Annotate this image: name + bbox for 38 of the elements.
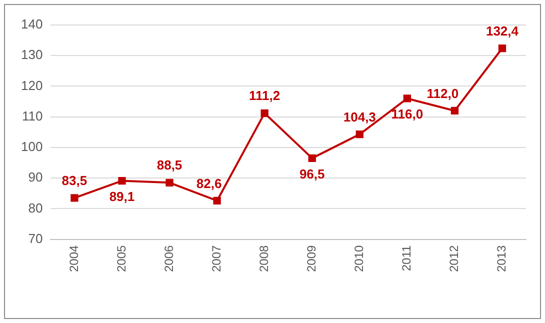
x-tick-label: 2004 xyxy=(66,244,81,272)
x-tick-label: 2013 xyxy=(494,244,509,272)
y-tick-label: 120 xyxy=(20,78,43,93)
x-tick-label: 2010 xyxy=(352,244,366,272)
y-tick-label: 140 xyxy=(20,16,43,32)
y-tick-label: 90 xyxy=(28,170,43,185)
data-label: 83,5 xyxy=(62,173,88,188)
data-label: 132,4 xyxy=(486,23,520,38)
y-tick-label: 70 xyxy=(28,230,43,246)
point xyxy=(356,130,364,138)
point xyxy=(308,154,316,162)
point xyxy=(118,177,126,185)
y-tick-label: 100 xyxy=(20,139,43,154)
data-label: 116,0 xyxy=(391,106,424,122)
point xyxy=(166,178,174,186)
data-label: 88,5 xyxy=(156,158,182,173)
x-tick-label: 2008 xyxy=(256,244,271,272)
data-label: 89,1 xyxy=(109,188,135,204)
y-tick-label: 110 xyxy=(22,108,43,124)
x-tick-label: 2007 xyxy=(209,244,224,272)
data-label: 96,5 xyxy=(299,166,325,182)
x-tick-label: 2006 xyxy=(162,244,176,272)
data-label: 112,0 xyxy=(426,86,459,101)
point xyxy=(213,196,221,205)
point xyxy=(403,94,411,102)
point xyxy=(498,44,506,52)
x-tick-label: 2012 xyxy=(447,244,462,272)
y-tick-label: 130 xyxy=(20,47,43,62)
point xyxy=(70,194,78,202)
point xyxy=(260,109,268,117)
data-label: 104,3 xyxy=(343,109,376,124)
x-tick-label: 2011 xyxy=(399,244,414,272)
x-tick-label: 2005 xyxy=(114,244,128,272)
data-label: 111,2 xyxy=(249,88,280,104)
point xyxy=(450,106,459,115)
y-tick-label: 80 xyxy=(28,200,43,216)
data-label: 82,6 xyxy=(196,176,222,191)
x-tick-label: 2009 xyxy=(304,244,318,272)
